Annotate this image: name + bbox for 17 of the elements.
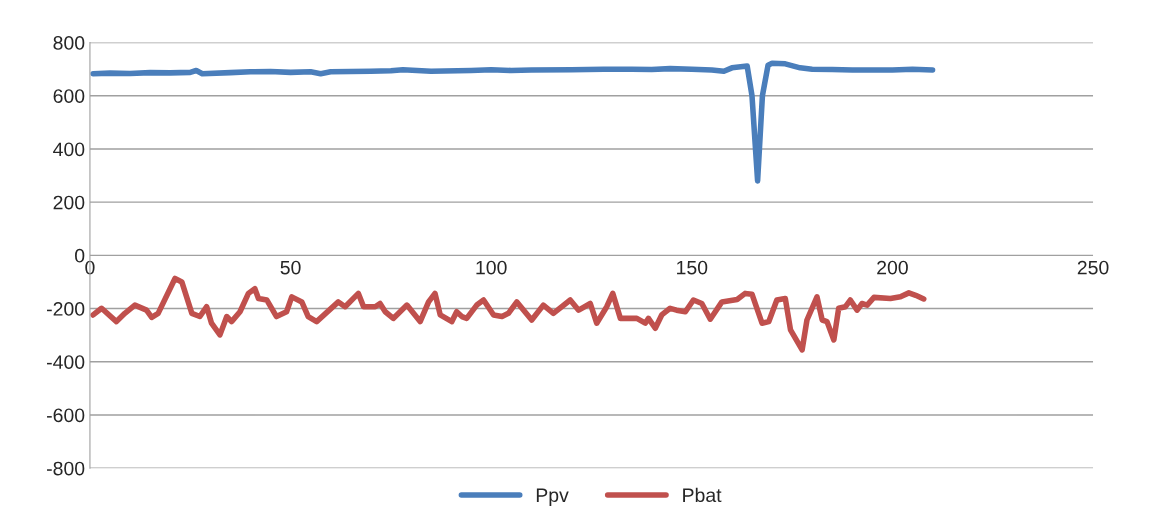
y-tick-label: 800 (53, 36, 85, 50)
y-tick-label: 600 (53, 89, 85, 103)
x-tick-label: 200 (877, 260, 908, 275)
y-tick-label: -800 (47, 461, 85, 476)
y-tick-label: -400 (47, 355, 85, 369)
y-tick-label: -200 (47, 302, 85, 316)
y-tick-label: 400 (53, 142, 85, 157)
y-tick-label: 200 (53, 195, 85, 210)
x-tick-label: 100 (476, 260, 507, 275)
x-tick-label: 50 (280, 260, 301, 275)
x-tick-label: 0 (85, 260, 95, 275)
legend-label: Pbat (683, 487, 722, 503)
legend-label: Ppv (536, 488, 569, 506)
y-tick-label: 0 (75, 248, 85, 263)
x-tick-label: 250 (1077, 260, 1109, 275)
y-tick-label: -600 (47, 408, 85, 423)
x-tick-label: 150 (677, 260, 708, 275)
